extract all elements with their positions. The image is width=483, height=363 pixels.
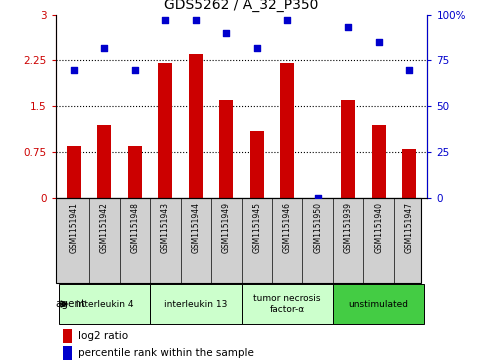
Point (100, 45, 108, 50)
Bar (128, 146, 142, 198)
Point (70, 67, 78, 73)
Bar (58, 284, 150, 324)
Bar (372, 125, 385, 198)
Bar (189, 54, 203, 198)
Bar (242, 284, 333, 324)
Bar (402, 149, 416, 198)
Bar (150, 284, 242, 324)
Text: GSM1151939: GSM1151939 (344, 202, 353, 253)
Point (284, 17, 291, 23)
Bar (280, 64, 294, 198)
Bar (341, 100, 355, 198)
Text: GSM1151945: GSM1151945 (252, 202, 261, 253)
Bar (219, 100, 233, 198)
Text: GSM1151943: GSM1151943 (161, 202, 170, 253)
Point (344, 24, 352, 30)
Point (405, 67, 413, 73)
Text: interleukin 4: interleukin 4 (75, 299, 133, 309)
Text: GSM1151942: GSM1151942 (100, 202, 109, 253)
Point (314, 195, 322, 201)
Text: GSM1151946: GSM1151946 (283, 202, 292, 253)
Text: GSM1151940: GSM1151940 (374, 202, 383, 253)
Point (161, 17, 169, 23)
Text: GSM1151948: GSM1151948 (130, 202, 139, 253)
Text: GSM1151944: GSM1151944 (191, 202, 200, 253)
Text: tumor necrosis
factor-α: tumor necrosis factor-α (254, 294, 321, 314)
Bar (63, 329, 72, 343)
Text: interleukin 13: interleukin 13 (164, 299, 227, 309)
Bar (158, 64, 172, 198)
Text: GSM1151949: GSM1151949 (222, 202, 231, 253)
Text: agent: agent (56, 299, 86, 309)
Text: GSM1151950: GSM1151950 (313, 202, 322, 253)
Text: log2 ratio: log2 ratio (78, 331, 128, 341)
Bar (98, 125, 111, 198)
Bar (63, 346, 72, 360)
Point (253, 45, 261, 50)
Point (192, 17, 199, 23)
Title: GDS5262 / A_32_P350: GDS5262 / A_32_P350 (164, 0, 319, 12)
Text: percentile rank within the sample: percentile rank within the sample (78, 348, 254, 358)
Point (131, 67, 139, 73)
Text: GSM1151947: GSM1151947 (405, 202, 413, 253)
Bar (67, 146, 81, 198)
Text: GSM1151941: GSM1151941 (70, 202, 78, 253)
Point (375, 39, 383, 45)
Text: unstimulated: unstimulated (349, 299, 409, 309)
Bar (250, 131, 264, 198)
Bar (333, 284, 425, 324)
Point (222, 30, 230, 36)
